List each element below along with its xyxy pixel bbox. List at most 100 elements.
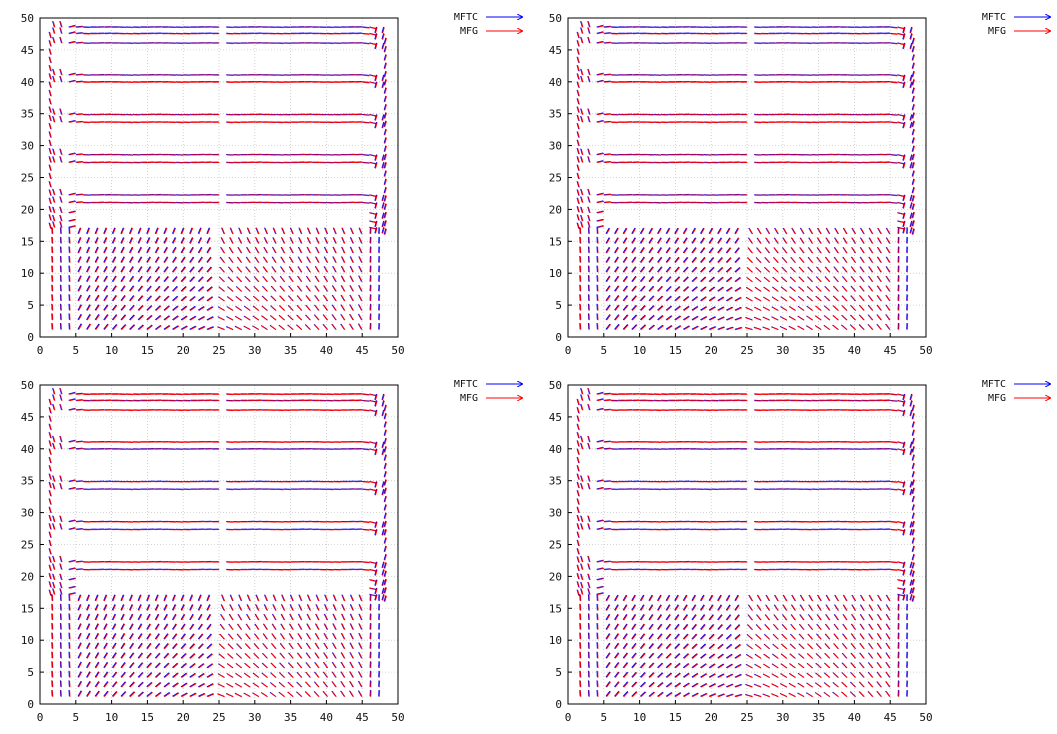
arrow-mftc [700,276,706,282]
arrow-mfg [369,521,377,524]
arrow-mfg [324,256,329,263]
arrow-mfg [631,324,638,331]
arrow-mftc [137,256,142,263]
arrow-mfg [912,203,915,211]
arrow-mfg [782,237,788,244]
arrow-mfg [296,315,303,321]
arrow-mfg [290,227,294,235]
arrow-mfg [746,307,753,312]
arrow-mftc [381,393,385,400]
arrow-mftc [622,246,628,254]
arrow-mftc [691,266,697,273]
arrow-mfg [384,220,387,227]
arrow-mfg [69,80,76,83]
arrow-mfg [587,215,591,222]
arrow-mfg [666,276,672,283]
arrow-mftc [86,313,91,321]
arrow-mfg [606,304,611,311]
arrow-mftc [682,305,690,311]
arrow-mfg [76,480,84,483]
arrow-mfg [833,286,839,292]
arrow-mfg [577,214,580,221]
arrow-mfg [129,276,135,283]
arrow-mfg [859,314,865,321]
arrow-mftc [374,194,378,201]
arrow-mfg [764,277,771,283]
arrow-mfg [280,276,286,283]
arrow-mftc [639,237,645,244]
arrow-mfg [181,286,187,292]
arrow-mfg [280,266,286,273]
arrow-mftc [631,304,637,311]
arrow-mfg [323,324,329,331]
arrow-mfg [374,43,378,50]
arrow-mfg [747,257,753,264]
arrow-mftc [622,275,628,282]
arrow-mfg [49,222,52,230]
arrow-mfg [897,220,905,224]
arrow-mfg [902,162,906,169]
arrow-mfg [49,131,52,138]
arrow-mfg [384,137,387,144]
arrow-mftc [137,314,144,321]
arrow-mfg [623,237,628,244]
arrow-mftc [911,62,915,69]
arrow-mfg [587,21,591,28]
arrow-mfg [244,325,251,331]
arrow-mfg [577,115,580,122]
arrow-mfg [49,164,52,172]
arrow-mftc [206,316,214,321]
arrow-mfg [59,556,63,563]
arrow-mfg [281,247,286,254]
arrow-mftc [734,227,739,234]
arrow-mftc [374,521,378,528]
arrow-mftc [911,153,915,160]
arrow-mftc [163,325,170,330]
arrow-mfg [270,305,277,311]
arrow-mfg [362,121,370,124]
arrow-mfg [288,305,294,311]
arrow-mfg [577,131,580,138]
arrow-mfg [834,257,839,264]
arrow-mfg [781,286,788,292]
arrow-mfg [910,82,913,89]
arrow-mftc [180,285,187,292]
arrow-mftc [665,315,672,321]
arrow-mfg [288,315,294,321]
arrow-mftc [911,45,915,53]
arrow-mfg [587,206,591,214]
arrow-mftc [180,227,184,234]
arrow-mfg [189,286,196,292]
arrow-mfg [912,38,915,45]
arrow-mfg [112,266,117,273]
x-tick-label: 20 [177,344,190,357]
arrow-mfg [614,314,620,321]
arrow-mfg [362,529,370,531]
arrow-mftc [725,257,732,263]
arrow-mfg [112,324,118,331]
arrow-mftc [909,220,913,227]
arrow-mfg [112,256,117,263]
arrow-mftc [381,409,385,416]
arrow-mfg [112,247,117,254]
arrow-mfg [262,305,268,311]
arrow-mfg [340,314,346,321]
arrow-mfg [597,31,604,35]
arrow-mfg [290,237,294,244]
arrow-mftc [734,257,740,263]
arrow-mfg [198,227,202,235]
arrow-mfg [324,266,329,273]
arrow-mfg [877,266,882,273]
arrow-mftc [383,178,387,185]
arrow-mfg [369,42,377,46]
arrow-mftc [77,285,82,292]
arrow-mftc [383,228,387,235]
arrow-mfg [95,227,99,235]
arrow-mftc [911,103,915,111]
arrow-mfg [129,324,136,331]
arrow-mfg [253,315,260,321]
arrow-mftc [911,37,915,44]
arrow-mftc [657,266,663,273]
arrow-mfg [323,276,329,283]
arrow-mfg [842,286,848,292]
